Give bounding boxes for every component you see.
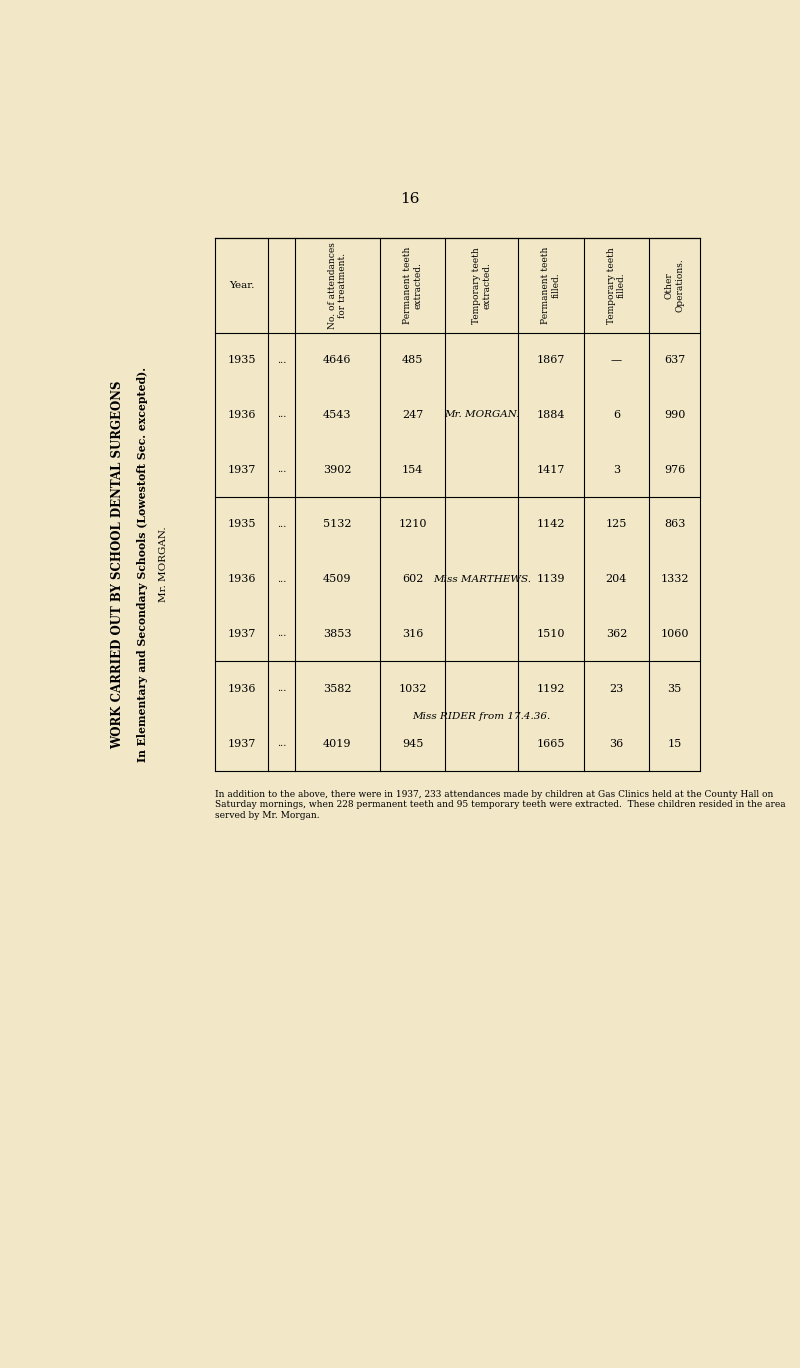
Text: 204: 204: [606, 575, 627, 584]
Text: 1192: 1192: [537, 684, 565, 694]
Text: 5132: 5132: [323, 520, 351, 529]
Text: 125: 125: [606, 520, 627, 529]
Text: 1937: 1937: [227, 739, 255, 748]
Text: Miss MARTHEWS.: Miss MARTHEWS.: [433, 575, 530, 584]
Text: ...: ...: [277, 739, 286, 748]
Text: ...: ...: [277, 575, 286, 584]
Text: 1884: 1884: [537, 410, 565, 420]
Text: 1936: 1936: [227, 410, 256, 420]
Text: 1210: 1210: [398, 520, 426, 529]
Text: 1937: 1937: [227, 465, 255, 475]
Text: 3: 3: [613, 465, 620, 475]
Text: 4646: 4646: [323, 356, 351, 365]
Text: ...: ...: [277, 356, 286, 365]
Text: 35: 35: [667, 684, 682, 694]
Text: 990: 990: [664, 410, 686, 420]
Text: 4509: 4509: [323, 575, 351, 584]
Text: 1935: 1935: [227, 520, 256, 529]
Text: 485: 485: [402, 356, 423, 365]
Text: Permanent teeth
filled.: Permanent teeth filled.: [541, 246, 561, 324]
Text: 1060: 1060: [661, 629, 689, 639]
Text: 3902: 3902: [323, 465, 351, 475]
Text: Year.: Year.: [229, 280, 254, 290]
Text: 1665: 1665: [537, 739, 565, 748]
Text: 15: 15: [667, 739, 682, 748]
Text: 1417: 1417: [537, 465, 565, 475]
Text: 1332: 1332: [661, 575, 689, 584]
Text: ...: ...: [277, 410, 286, 420]
Text: Other
Operations.: Other Operations.: [665, 259, 684, 312]
Text: ...: ...: [277, 629, 286, 639]
Text: 863: 863: [664, 520, 686, 529]
Text: In addition to the above, there were in 1937, 233 attendances made by children a: In addition to the above, there were in …: [214, 789, 786, 819]
Text: Temporary teeth
extracted.: Temporary teeth extracted.: [472, 246, 491, 324]
Text: 1139: 1139: [537, 575, 565, 584]
Text: Mr. MORGAN.: Mr. MORGAN.: [158, 527, 168, 602]
Text: 23: 23: [610, 684, 623, 694]
Text: 1936: 1936: [227, 684, 256, 694]
Text: Temporary teeth
filled.: Temporary teeth filled.: [606, 246, 626, 324]
Text: 1032: 1032: [398, 684, 426, 694]
Text: 154: 154: [402, 465, 423, 475]
Text: No. of attendances
for treatment.: No. of attendances for treatment.: [327, 242, 347, 328]
Text: —: —: [611, 356, 622, 365]
Text: ...: ...: [277, 520, 286, 529]
Text: 4019: 4019: [323, 739, 351, 748]
Text: 3582: 3582: [323, 684, 351, 694]
Text: WORK CARRIED OUT BY SCHOOL DENTAL SURGEONS: WORK CARRIED OUT BY SCHOOL DENTAL SURGEO…: [111, 380, 124, 748]
Text: 1937: 1937: [227, 629, 255, 639]
Text: 976: 976: [664, 465, 686, 475]
Text: 316: 316: [402, 629, 423, 639]
Text: 1936: 1936: [227, 575, 256, 584]
Text: 362: 362: [606, 629, 627, 639]
Text: 1935: 1935: [227, 356, 256, 365]
Text: In Elementary and Secondary Schools (Lowestoft Sec. excepted).: In Elementary and Secondary Schools (Low…: [137, 367, 148, 762]
Text: Mr. MORGAN.: Mr. MORGAN.: [444, 410, 519, 420]
Text: 6: 6: [613, 410, 620, 420]
Text: 637: 637: [664, 356, 686, 365]
Text: 16: 16: [400, 192, 420, 205]
Text: 36: 36: [610, 739, 623, 748]
Text: 4543: 4543: [323, 410, 351, 420]
Text: Miss RIDER from 17.4.36.: Miss RIDER from 17.4.36.: [413, 711, 551, 721]
Text: 3853: 3853: [323, 629, 351, 639]
Text: ...: ...: [277, 684, 286, 694]
Text: ...: ...: [277, 465, 286, 475]
Text: Permanent teeth
extracted.: Permanent teeth extracted.: [403, 246, 422, 324]
Text: 1510: 1510: [537, 629, 565, 639]
Text: 1142: 1142: [537, 520, 565, 529]
Text: 945: 945: [402, 739, 423, 748]
Text: 1867: 1867: [537, 356, 565, 365]
Text: 602: 602: [402, 575, 423, 584]
Text: 247: 247: [402, 410, 423, 420]
